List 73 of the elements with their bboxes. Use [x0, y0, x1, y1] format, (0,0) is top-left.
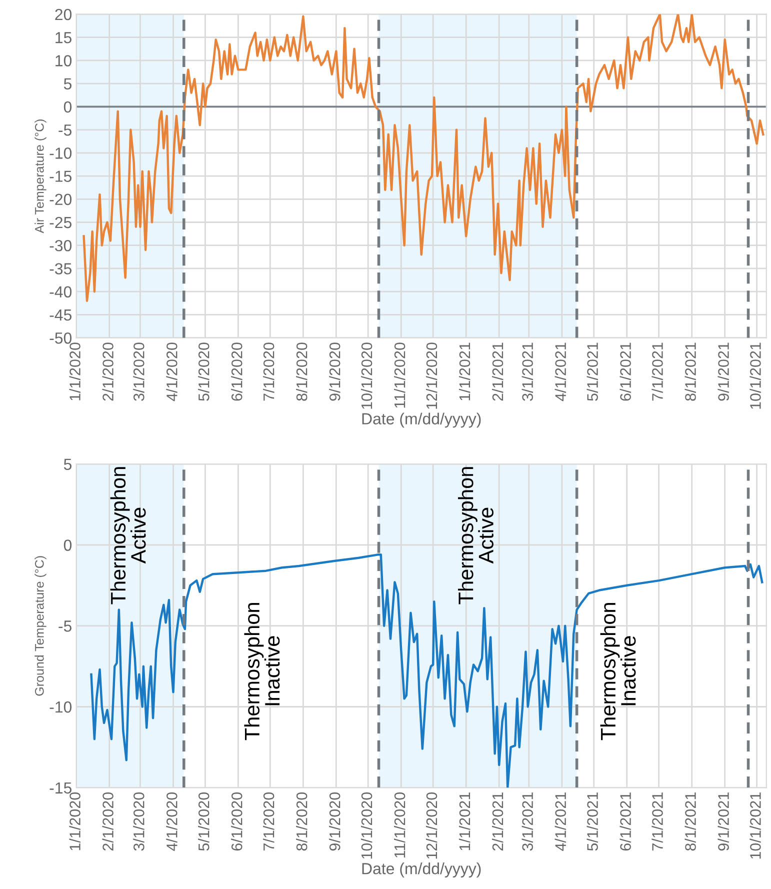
x-tick-label: 10/1/2020	[360, 342, 372, 409]
x-tick-label: 7/1/2021	[652, 792, 663, 850]
x-tick-label: 9/1/2020	[329, 342, 340, 401]
x-axis-title: Date (m/dd/yyyy)	[362, 862, 481, 878]
x-tick-label: 7/1/2021	[652, 342, 663, 401]
annotation: Thermosyphon Inactive	[244, 603, 280, 740]
y-tick-label: -35	[50, 263, 72, 274]
x-tick-label: 4/1/2021	[554, 342, 566, 402]
x-tick-label: 2/1/2020	[102, 342, 114, 401]
x-tick-label: 2/1/2020	[102, 792, 114, 851]
y-axis-title: Air Temperature (°C)	[34, 120, 46, 234]
x-tick-label: 4/1/2020	[166, 342, 178, 402]
x-axis-title: Date (m/dd/yyyy)	[362, 412, 481, 428]
x-tick-label: 5/1/2020	[198, 342, 210, 401]
y-tick-label: 10	[56, 55, 72, 66]
y-tick-label: -15	[50, 170, 72, 182]
y-tick-label: -30	[50, 240, 72, 252]
x-tick-label: 6/1/2021	[620, 342, 631, 401]
x-tick-label: 4/1/2020	[166, 792, 178, 851]
annotation: Thermosyphon Inactive	[600, 603, 636, 740]
x-tick-label: 1/1/2020	[69, 342, 80, 400]
x-tick-label: 6/1/2020	[231, 342, 242, 401]
x-tick-label: 2/1/2021	[492, 342, 504, 401]
y-tick-label: 0	[64, 101, 72, 113]
x-tick-label: 8/1/2021	[684, 342, 696, 401]
x-tick-label: 10/1/2021	[750, 342, 761, 409]
x-tick-label: 12/1/2020	[426, 792, 438, 859]
x-tick-label: 5/1/2021	[586, 792, 598, 851]
x-tick-label: 3/1/2021	[522, 792, 534, 851]
y-tick-label: 15	[56, 32, 72, 44]
x-tick-label: 3/1/2021	[522, 342, 534, 401]
y-tick-label: -15	[50, 782, 72, 794]
y-tick-label: 5	[64, 458, 72, 470]
x-tick-label: 8/1/2021	[684, 792, 696, 851]
y-tick-label: -10	[50, 148, 72, 159]
y-tick-label: -10	[50, 701, 72, 713]
x-tick-label: 9/1/2021	[718, 342, 729, 401]
y-axis-title: Ground Temperature (°C)	[34, 556, 46, 696]
x-tick-label: 10/1/2021	[750, 792, 761, 859]
y-tick-label: -20	[50, 194, 72, 206]
x-tick-label: 11/1/2020	[394, 342, 406, 408]
y-tick-label: -45	[50, 310, 72, 321]
x-tick-label: 3/1/2020	[133, 792, 144, 851]
x-tick-label: 11/1/2020	[394, 792, 406, 858]
x-tick-label: 12/1/2020	[426, 342, 438, 409]
y-tick-label: -5	[58, 124, 72, 136]
x-tick-label: 1/1/2020	[69, 792, 80, 850]
y-tick-label: 0	[64, 540, 72, 551]
x-tick-label: 5/1/2021	[586, 342, 598, 401]
y-tick-label: 20	[55, 8, 72, 20]
x-tick-label: 8/1/2020	[296, 792, 308, 851]
x-tick-label: 8/1/2020	[296, 342, 308, 401]
x-tick-label: 6/1/2020	[231, 792, 242, 851]
x-tick-label: 10/1/2020	[360, 792, 372, 859]
x-tick-label: 1/1/2021	[458, 342, 470, 400]
band-label: Thermosyphon Active	[110, 467, 146, 604]
x-tick-label: 6/1/2021	[620, 792, 631, 851]
x-tick-label: 4/1/2021	[554, 792, 566, 851]
x-tick-label: 9/1/2021	[718, 792, 729, 851]
y-tick-label: -25	[50, 216, 72, 228]
x-tick-label: 5/1/2020	[198, 792, 210, 851]
y-tick-label: -40	[50, 286, 72, 298]
x-tick-label: 1/1/2021	[458, 792, 470, 850]
y-tick-label: -5	[58, 620, 72, 632]
x-tick-label: 7/1/2020	[263, 792, 274, 850]
y-tick-label: 5	[64, 78, 72, 90]
y-tick-label: -50	[50, 332, 72, 344]
x-tick-label: 3/1/2020	[133, 342, 144, 401]
line-series	[82, 14, 764, 302]
x-tick-label: 9/1/2020	[329, 792, 340, 851]
x-tick-label: 7/1/2020	[263, 342, 274, 401]
band-label: Thermosyphon Active	[458, 467, 494, 604]
x-tick-label: 2/1/2021	[492, 792, 504, 851]
